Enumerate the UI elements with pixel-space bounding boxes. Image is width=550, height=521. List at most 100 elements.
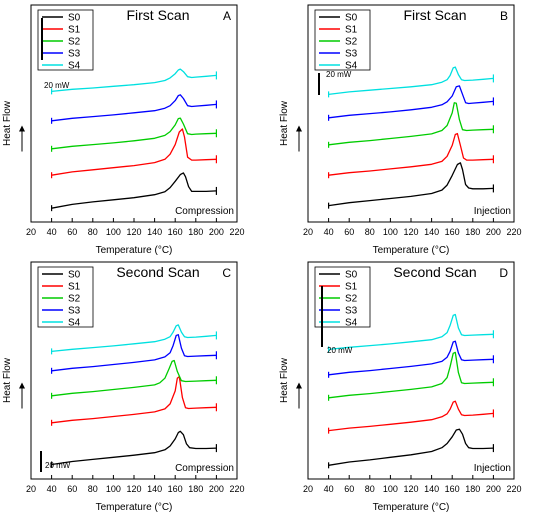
series-line-s3	[328, 85, 494, 119]
x-tick-label: 80	[88, 484, 98, 494]
y-axis-label: Heat Flow	[2, 357, 13, 403]
legend-label: S0	[345, 13, 358, 24]
processing-annotation: Injection	[474, 206, 511, 217]
x-tick-label: 220	[506, 227, 521, 237]
series-line-s4	[51, 324, 217, 353]
panel-letter: A	[223, 9, 231, 23]
legend-label: S0	[68, 13, 81, 24]
panel-letter: C	[222, 266, 231, 280]
x-tick-label: 200	[486, 484, 501, 494]
legend-label: S2	[68, 37, 81, 48]
scale-bar-label: 20 mW	[45, 461, 71, 470]
x-tick-label: 100	[383, 484, 398, 494]
x-tick-label: 220	[229, 484, 244, 494]
series-line-s4	[328, 66, 494, 96]
legend-label: S4	[345, 318, 358, 329]
y-axis-arrowhead	[296, 382, 302, 389]
x-tick-label: 140	[424, 227, 439, 237]
x-tick-label: 160	[168, 484, 183, 494]
x-tick-label: 180	[465, 484, 480, 494]
series-line-s3	[51, 334, 217, 372]
y-axis-label: Heat Flow	[279, 100, 290, 146]
legend-label: S1	[345, 25, 358, 36]
x-tick-label: 120	[403, 484, 418, 494]
x-tick-label: 160	[168, 227, 183, 237]
series-line-s1	[328, 132, 494, 176]
x-tick-label: 120	[126, 227, 141, 237]
x-tick-label: 180	[465, 227, 480, 237]
legend-label: S2	[68, 294, 81, 305]
legend-label: S4	[68, 318, 81, 329]
x-tick-label: 20	[26, 227, 36, 237]
x-tick-label: 60	[344, 227, 354, 237]
panel-letter: B	[500, 9, 508, 23]
x-tick-label: 60	[67, 484, 77, 494]
series-line-s4	[51, 68, 217, 93]
x-tick-label: 200	[486, 227, 501, 237]
series-line-s0	[328, 428, 494, 466]
legend-label: S3	[345, 49, 358, 60]
x-tick-label: 40	[47, 227, 57, 237]
x-tick-label: 160	[445, 484, 460, 494]
series-line-s1	[328, 400, 494, 432]
x-axis-label: Temperature (°C)	[373, 502, 450, 513]
panel-title: Second Scan	[393, 264, 476, 280]
series-line-s2	[328, 102, 494, 146]
x-axis-label: Temperature (°C)	[373, 245, 450, 256]
x-tick-label: 220	[506, 484, 521, 494]
legend-label: S1	[68, 25, 81, 36]
x-tick-label: 20	[303, 484, 313, 494]
processing-annotation: Compression	[175, 206, 234, 217]
legend-label: S3	[68, 49, 81, 60]
legend-label: S1	[68, 282, 81, 293]
scale-bar-label: 20 mW	[327, 346, 353, 355]
x-axis-label: Temperature (°C)	[96, 502, 173, 513]
x-tick-label: 140	[147, 484, 162, 494]
legend-box	[314, 266, 371, 328]
x-tick-label: 40	[324, 484, 334, 494]
legend-label: S4	[345, 61, 358, 72]
series-line-s0	[51, 430, 217, 466]
x-tick-label: 120	[403, 227, 418, 237]
legend-label: S0	[345, 270, 358, 281]
panel-title: Second Scan	[116, 264, 199, 280]
y-axis-arrowhead	[296, 125, 302, 132]
x-tick-label: 200	[209, 484, 224, 494]
x-tick-label: 20	[303, 227, 313, 237]
x-axis-label: Temperature (°C)	[96, 245, 173, 256]
panel-title: First Scan	[126, 7, 189, 23]
x-tick-label: 220	[229, 227, 244, 237]
series-line-s1	[51, 375, 217, 424]
legend-label: S3	[68, 306, 81, 317]
x-tick-label: 100	[106, 484, 121, 494]
legend-box	[314, 9, 371, 71]
legend-label: S3	[345, 306, 358, 317]
legend-box	[37, 9, 94, 71]
series-line-s2	[328, 351, 494, 399]
legend-box	[37, 266, 94, 328]
x-tick-label: 60	[344, 484, 354, 494]
legend-label: S2	[345, 37, 358, 48]
series-line-s3	[51, 94, 217, 122]
x-tick-label: 180	[188, 227, 203, 237]
scale-bar-label: 20 mW	[326, 70, 352, 79]
x-tick-label: 80	[365, 484, 375, 494]
panel-title: First Scan	[403, 7, 466, 23]
series-line-s1	[51, 128, 217, 176]
series-line-s2	[51, 359, 217, 397]
series-line-s0	[51, 172, 217, 209]
series-line-s2	[51, 117, 217, 150]
x-tick-label: 200	[209, 227, 224, 237]
x-tick-label: 160	[445, 227, 460, 237]
legend-label: S1	[345, 282, 358, 293]
x-tick-label: 120	[126, 484, 141, 494]
x-tick-label: 60	[67, 227, 77, 237]
series-line-s4	[328, 313, 494, 351]
x-tick-label: 80	[88, 227, 98, 237]
x-tick-label: 20	[26, 484, 36, 494]
processing-annotation: Injection	[474, 463, 511, 474]
